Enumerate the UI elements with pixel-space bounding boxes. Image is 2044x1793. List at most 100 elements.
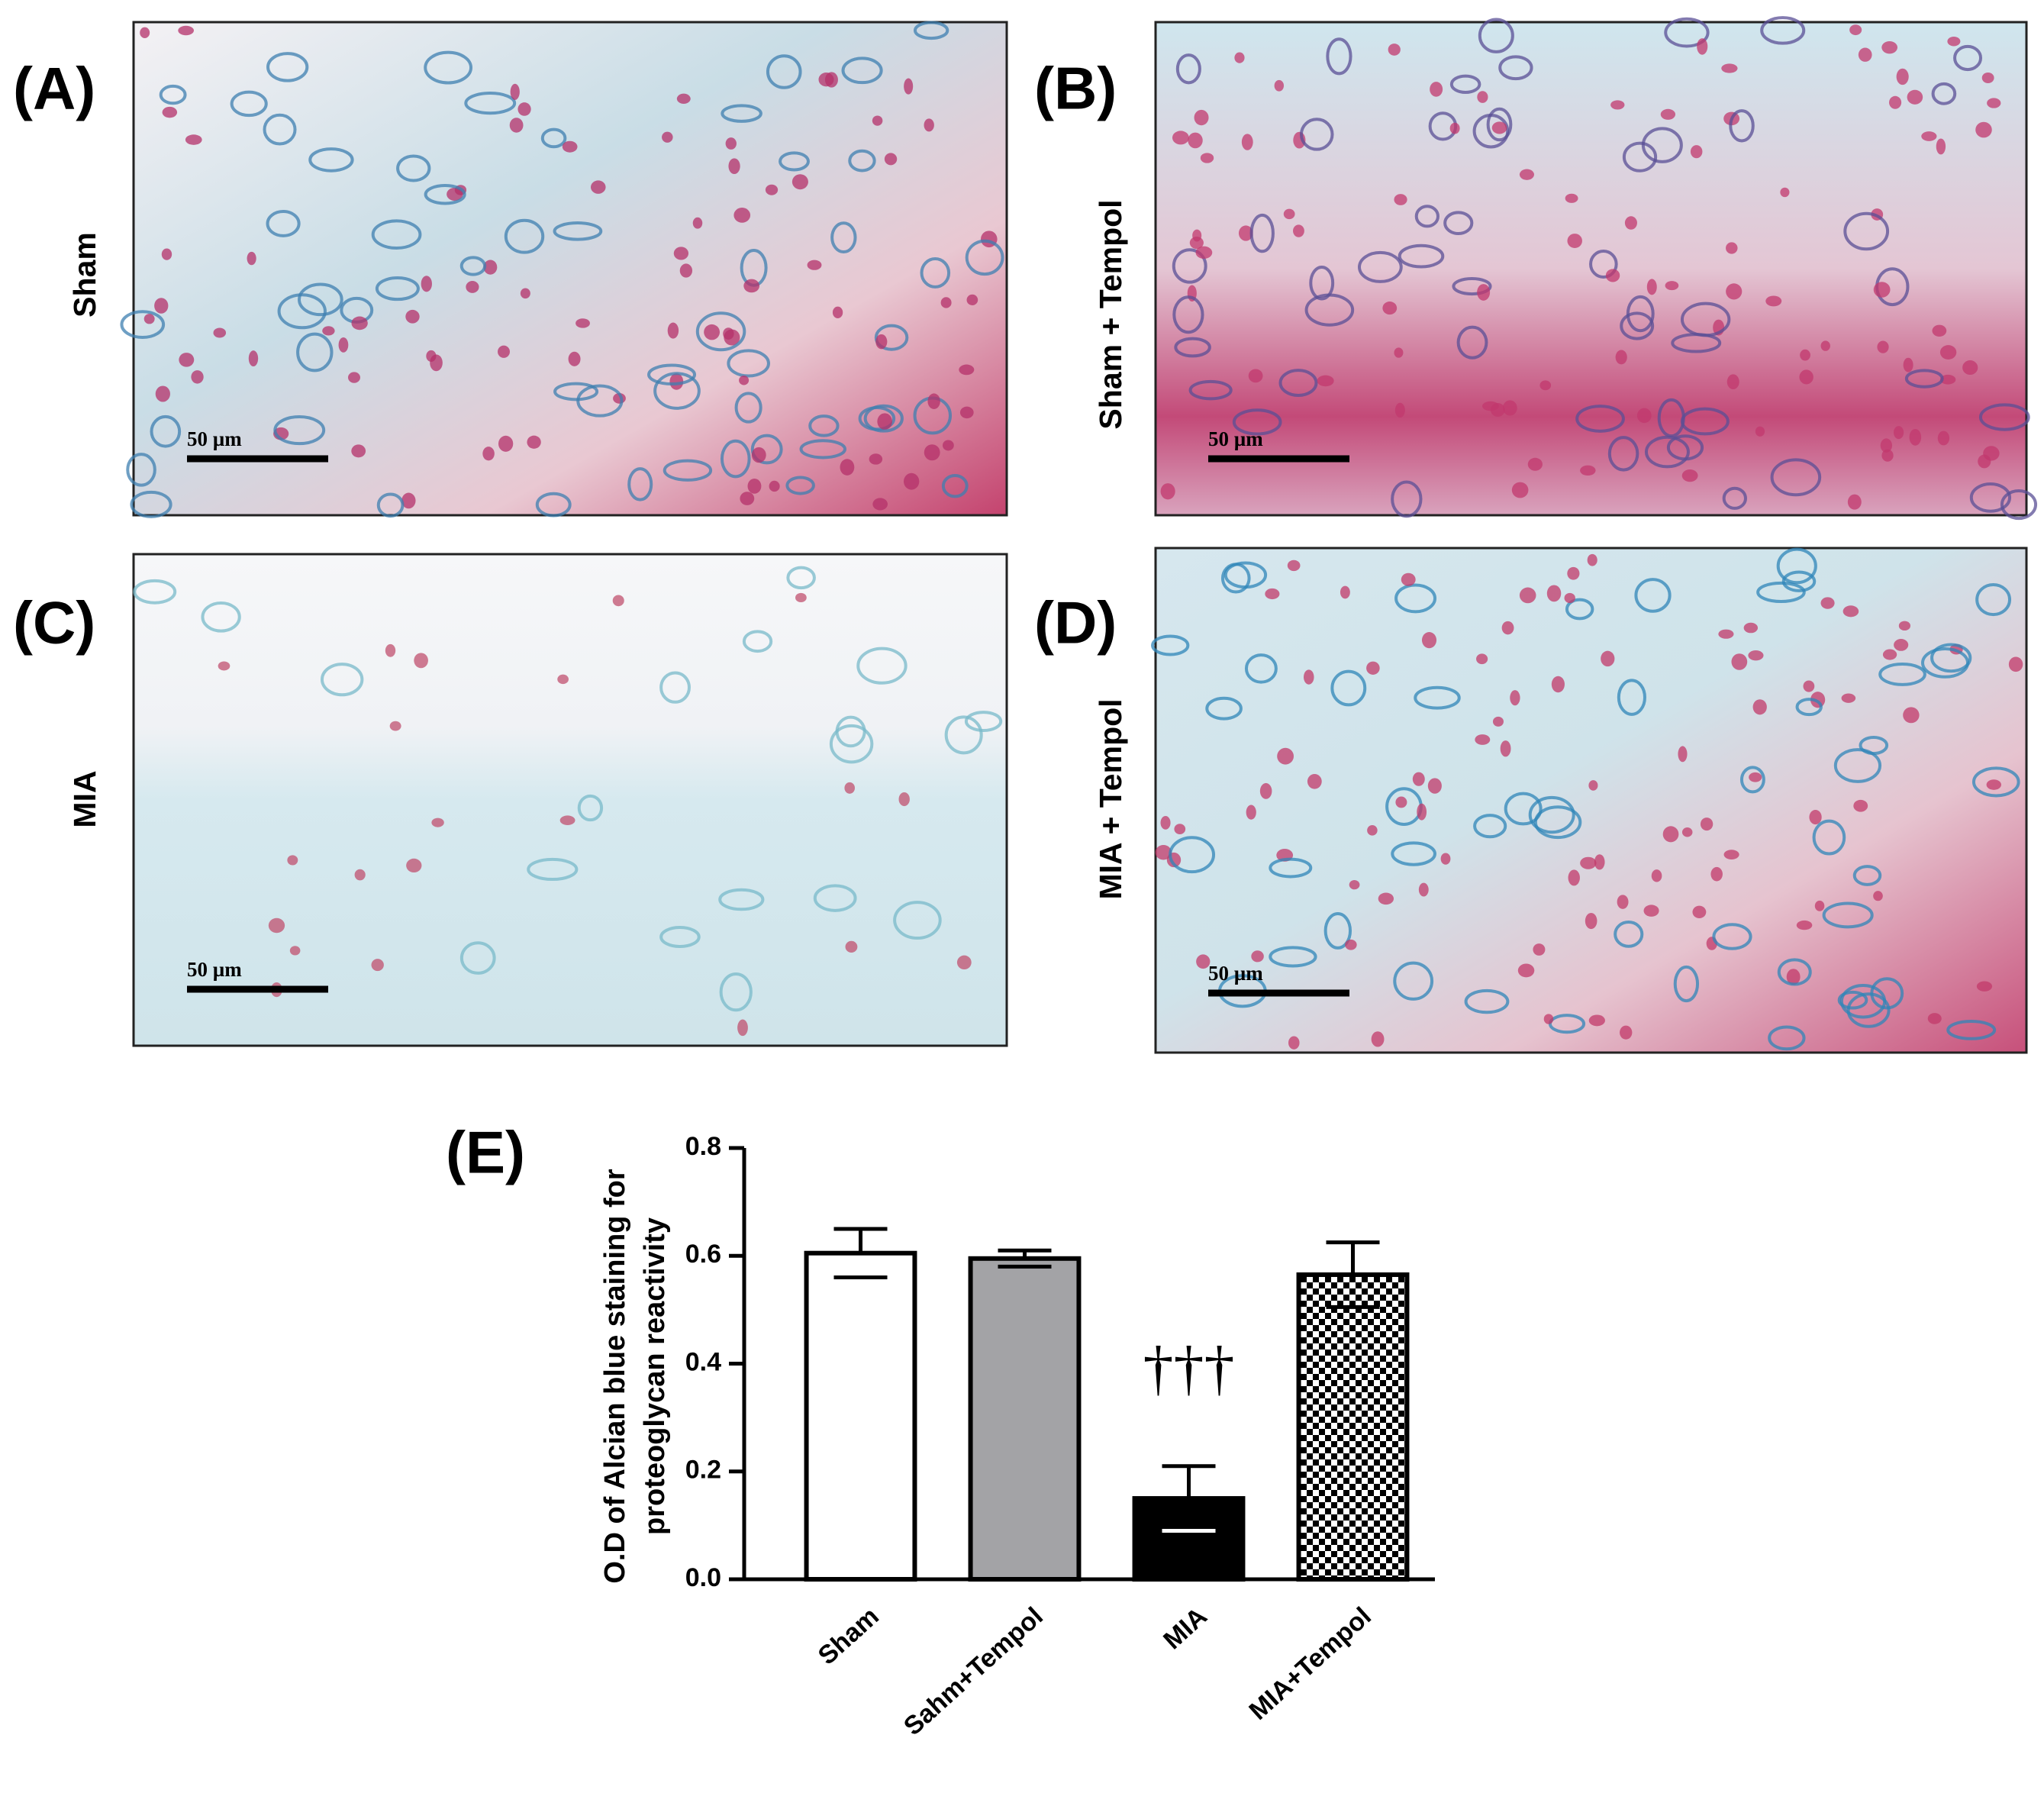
- cell: [1859, 736, 1889, 756]
- cell: [1567, 566, 1580, 580]
- cell: [1930, 643, 1972, 673]
- cell: [1975, 121, 1992, 138]
- cell: [179, 353, 195, 367]
- cell: [1568, 869, 1580, 886]
- cell: [1274, 79, 1285, 92]
- cell: [785, 476, 815, 495]
- panel-label: Sham: [67, 232, 102, 318]
- cell: [927, 393, 940, 409]
- cell: [956, 955, 972, 970]
- cell: [669, 373, 684, 390]
- cell: [1307, 774, 1322, 789]
- cell: [520, 288, 530, 299]
- cell: [1646, 279, 1657, 295]
- cell: [1394, 583, 1437, 614]
- cell: [1726, 374, 1739, 390]
- cell: [1760, 16, 1806, 45]
- cell: [1580, 465, 1596, 476]
- cell: [740, 492, 755, 505]
- cell: [647, 363, 697, 386]
- cell: [1580, 856, 1597, 869]
- cell: [140, 27, 150, 39]
- cell: [1939, 345, 1957, 360]
- cell: [1317, 375, 1334, 387]
- cell: [1651, 869, 1662, 882]
- cell: [1978, 454, 1991, 469]
- cell: [1796, 920, 1813, 930]
- cell: [431, 817, 444, 827]
- scale-label: 50 µm: [187, 427, 242, 450]
- cell: [941, 474, 969, 498]
- cell: [1277, 747, 1294, 765]
- cell: [964, 711, 1003, 732]
- cell: [405, 309, 420, 324]
- cell: [1939, 374, 1956, 385]
- cell: [1756, 581, 1806, 603]
- cell: [577, 794, 604, 822]
- cell: [1366, 661, 1380, 675]
- cell: [1418, 882, 1429, 897]
- cell: [1776, 547, 1817, 585]
- cell: [1492, 716, 1504, 727]
- cell: [1449, 122, 1460, 134]
- cell: [1877, 340, 1889, 353]
- cell: [1880, 438, 1893, 453]
- cell: [1873, 282, 1891, 298]
- scale-label: 50 µm: [187, 958, 242, 981]
- cell: [727, 349, 770, 378]
- cell: [1391, 841, 1436, 866]
- cell: [1195, 246, 1213, 260]
- cell: [1585, 912, 1597, 930]
- cell: [1799, 369, 1813, 385]
- cell: [1269, 946, 1317, 968]
- cell: [1477, 284, 1491, 301]
- cell: [1265, 588, 1280, 600]
- cell: [750, 434, 783, 465]
- cell: [150, 414, 182, 448]
- cell: [612, 595, 624, 607]
- cell: [1697, 38, 1708, 55]
- cell: [178, 25, 194, 36]
- cell: [575, 318, 590, 328]
- cell: [1452, 277, 1492, 296]
- cell: [1477, 91, 1488, 103]
- cell: [273, 414, 326, 446]
- cell: [230, 90, 268, 118]
- cell: [1881, 40, 1898, 54]
- cell: [1936, 138, 1946, 155]
- cell: [1194, 109, 1209, 126]
- cell: [721, 104, 762, 123]
- cell: [1188, 379, 1233, 401]
- cell: [942, 440, 954, 451]
- cell: [1636, 408, 1652, 424]
- cell: [1690, 145, 1703, 159]
- cell: [893, 901, 942, 940]
- cell: [562, 140, 578, 153]
- cell: [1849, 24, 1862, 36]
- cell: [662, 131, 673, 143]
- cell: [1978, 403, 2030, 431]
- cell: [527, 435, 541, 449]
- cell: [786, 566, 816, 590]
- cell: [447, 187, 463, 201]
- cell: [1395, 796, 1407, 808]
- cell: [1903, 707, 1920, 724]
- cell: [1278, 369, 1318, 397]
- cell: [247, 251, 256, 266]
- cell: [1323, 911, 1352, 950]
- cell: [1770, 458, 1822, 497]
- cell: [1620, 1025, 1633, 1040]
- cell: [1665, 281, 1679, 291]
- cell: [1752, 699, 1767, 715]
- cell: [385, 643, 396, 657]
- cell: [747, 478, 762, 494]
- cell: [1681, 827, 1693, 837]
- cell: [808, 414, 840, 437]
- cell: [653, 372, 701, 410]
- cell: [1932, 324, 1947, 337]
- cell: [557, 674, 569, 685]
- cell: [1473, 814, 1507, 839]
- panel-label: MIA: [67, 770, 102, 827]
- cell: [848, 149, 876, 173]
- cell: [1449, 74, 1481, 95]
